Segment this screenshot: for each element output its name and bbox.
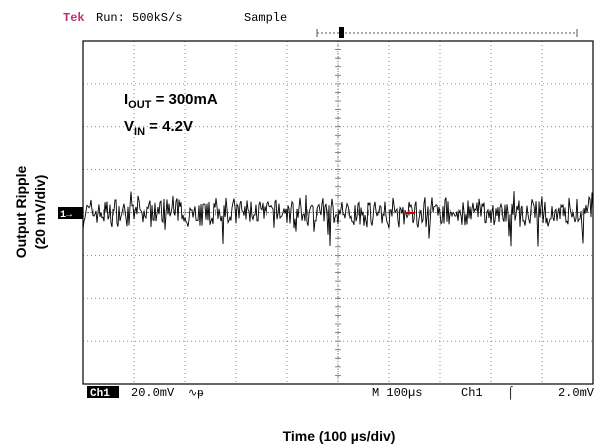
iout-annotation: IOUT = 300mA [124, 91, 218, 111]
channel-1-marker: 1→ [58, 207, 83, 221]
y-axis-label-line1: Output Ripple [13, 166, 29, 259]
trigger-position-marker [339, 27, 344, 38]
channel-1-marker-label: 1→ [60, 210, 72, 221]
vin-annotation: VIN = 4.2V [124, 118, 193, 138]
bw-limit-icon: ∿ᵽ [188, 387, 204, 399]
plot-area [82, 40, 594, 385]
record-view-bar [316, 27, 578, 38]
ch1-trace [82, 191, 594, 247]
y-axis-label: Output Ripple (20 mV/div) [13, 166, 48, 259]
readout-bar: Ch1 20.0mV ∿ᵽ M 100µs Ch1 ⌠ 2.0mV [87, 385, 595, 400]
trigger-source: Ch1 [461, 386, 483, 400]
run-status: Run: 500kS/s [96, 11, 182, 25]
ch1-label: Ch1 [90, 388, 110, 400]
brand-label: Tek [63, 11, 85, 25]
trigger-slope-icon: ⌠ [507, 385, 514, 400]
x-axis-label: Time (100 µs/div) [283, 428, 396, 444]
trigger-level-readout: 2.0mV [558, 386, 595, 400]
ch1-label-box [87, 386, 119, 398]
ch1-scale: 20.0mV [131, 386, 175, 400]
timebase-readout: M 100µs [372, 386, 422, 400]
acquire-mode: Sample [244, 11, 287, 25]
y-axis-label-line2: (20 mV/div) [32, 175, 48, 250]
